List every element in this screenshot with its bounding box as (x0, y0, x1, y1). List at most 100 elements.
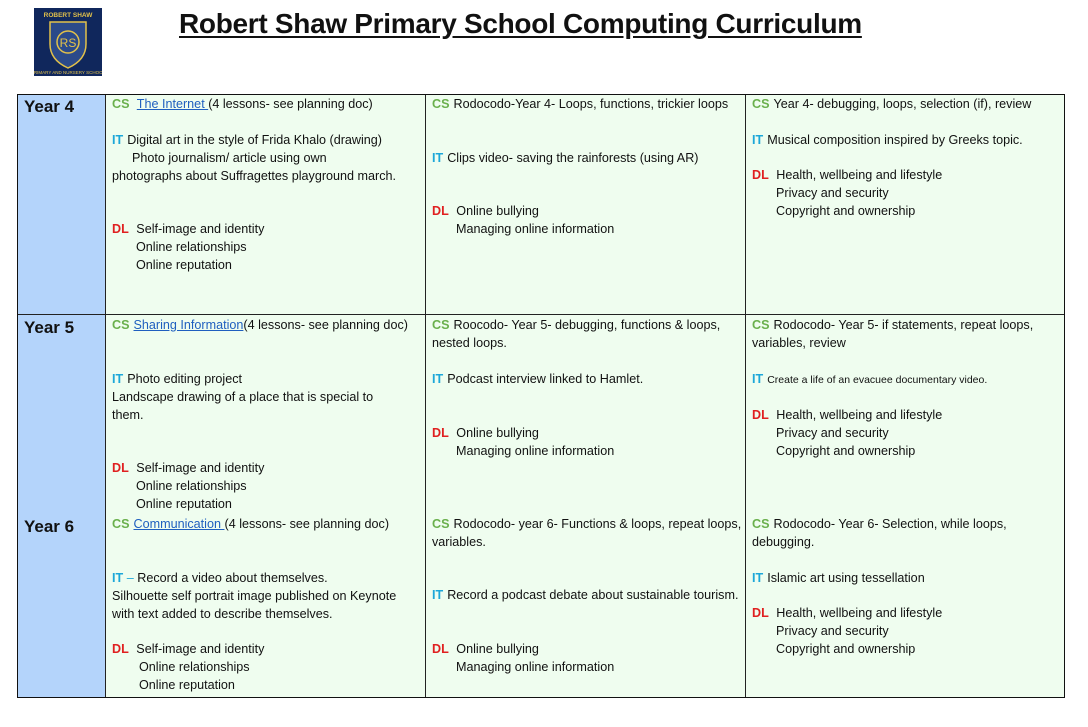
dl-tag: DL (752, 168, 769, 182)
dl-entry: DL Online bullying Managing online inform… (432, 640, 742, 676)
it-tag: IT (752, 571, 764, 585)
it-entry: IT Islamic art using tessellation (752, 569, 1062, 587)
dl-entry: DL Health, wellbeing and lifestyle Privac… (752, 166, 1062, 220)
cs-tag: CS (752, 517, 770, 531)
cs-text: (4 lessons- see planning doc) (208, 97, 373, 111)
dl-text: Online reputation (136, 497, 232, 511)
it-tag: IT (112, 372, 124, 386)
it-text: photographs about Suffragettes playgroun… (112, 169, 397, 183)
it-tag: IT (432, 588, 444, 602)
it-tag: IT (112, 571, 124, 585)
dl-text: Online relationships (139, 660, 250, 674)
cs-tag: CS (112, 318, 130, 332)
dl-text: Online bullying (456, 426, 539, 440)
divider (425, 94, 426, 698)
it-text: Islamic art using tessellation (767, 571, 925, 585)
it-entry: IT Photo editing project Landscape drawing… (112, 370, 422, 424)
divider (105, 94, 106, 698)
dl-tag: DL (112, 461, 129, 475)
dl-text: Copyright and ownership (776, 444, 916, 458)
year-label: Year 5 (24, 318, 75, 337)
dl-text: Managing online information (456, 222, 615, 236)
cs-entry: CS Roocodo- Year 5- debugging, functions … (432, 316, 742, 352)
divider (745, 94, 746, 698)
dl-entry: DL Online bullying Managing online inform… (432, 424, 742, 460)
dl-entry: DL Self-image and identity Online relatio… (112, 459, 422, 513)
divider (17, 314, 1065, 315)
year-label: Year 4 (24, 97, 75, 116)
cs-tag: CS (112, 517, 130, 531)
dl-text: Managing online information (456, 444, 615, 458)
dl-text: Privacy and security (776, 186, 889, 200)
cs-entry: CS Rodocodo- Year 6- Selection, while loo… (752, 515, 1062, 551)
cs-text: (4 lessons- see planning doc) (224, 517, 390, 531)
dl-text: Health, wellbeing and lifestyle (776, 408, 943, 422)
dl-text: Online relationships (136, 240, 247, 254)
dl-text: Privacy and security (776, 624, 889, 638)
it-entry: IT Podcast interview linked to Hamlet. (432, 370, 742, 388)
it-tag: IT (752, 372, 764, 386)
it-text: Photo journalism/ article using own (132, 151, 327, 165)
dl-text: Privacy and security (776, 426, 889, 440)
row-bg (106, 315, 1064, 697)
dl-text: Online relationships (136, 479, 247, 493)
dl-text: Online reputation (136, 258, 232, 272)
cs-tag: CS (432, 517, 450, 531)
cs-entry: CS Rodocodo-Year 4- Loops, functions, tri… (432, 95, 742, 113)
it-tag: IT (432, 372, 444, 386)
cs-text: Roocodo- Year 5- debugging, functions & … (432, 318, 721, 350)
year-label: Year 6 (24, 517, 75, 536)
svg-text:RS: RS (60, 36, 77, 50)
it-entry: IT – Record a video about themselves. Sil… (112, 569, 422, 623)
it-text: Musical composition inspired by Greeks t… (767, 133, 1023, 147)
it-entry: IT Clips video- saving the rainforests (u… (432, 149, 742, 167)
it-text: Record a podcast debate about sustainabl… (447, 588, 739, 602)
dl-entry: DL Health, wellbeing and lifestyle Privac… (752, 406, 1062, 460)
it-text: Landscape drawing of a place that is spe… (112, 390, 374, 422)
dl-tag: DL (432, 642, 449, 656)
dl-text: Online bullying (456, 642, 539, 656)
it-entry: IT Record a podcast debate about sustaina… (432, 586, 742, 604)
it-tag: IT (432, 151, 444, 165)
dl-entry: DL Online bullying Managing online inform… (432, 202, 742, 238)
page-title: Robert Shaw Primary School Computing Cur… (179, 8, 862, 39)
dl-text: Self-image and identity (136, 642, 265, 656)
it-entry: IT Digital art in the style of Frida Khal… (112, 131, 422, 185)
cs-text: Rodocodo- year 6- Functions & loops, rep… (432, 517, 742, 549)
dl-entry: DL Self-image and identity Online relatio… (112, 640, 422, 694)
svg-text:PRIMARY AND NURSERY SCHOOL: PRIMARY AND NURSERY SCHOOL (34, 70, 102, 75)
it-tag: IT (112, 133, 124, 147)
cs-text: Rodocodo-Year 4- Loops, functions, trick… (453, 97, 729, 111)
table-border (17, 94, 1065, 698)
dl-entry: DL Health, wellbeing and lifestyle Privac… (752, 604, 1062, 658)
school-logo: ROBERT SHAW RS PRIMARY AND NURSERY SCHOO… (31, 8, 106, 76)
it-text: Create a life of an evacuee documentary … (767, 374, 988, 386)
it-entry: IT Create a life of an evacuee documentar… (752, 370, 1062, 389)
dl-text: Health, wellbeing and lifestyle (776, 606, 943, 620)
svg-text:ROBERT SHAW: ROBERT SHAW (44, 12, 94, 19)
dl-tag: DL (432, 204, 449, 218)
cs-entry: CS Rodocodo- Year 5- if statements, repea… (752, 316, 1062, 352)
dl-tag: DL (752, 606, 769, 620)
dl-tag: DL (112, 642, 129, 656)
cs-tag: CS (432, 318, 450, 332)
it-dash: – (123, 571, 138, 585)
dl-text: Online reputation (139, 678, 235, 692)
lesson-link[interactable]: Communication (133, 517, 225, 531)
lesson-link[interactable]: The Internet (136, 97, 209, 111)
cs-entry: CS Year 4- debugging, loops, selection (i… (752, 95, 1062, 113)
it-entry: IT Musical composition inspired by Greeks… (752, 131, 1062, 149)
cs-tag: CS (432, 97, 450, 111)
it-text: Photo editing project (127, 372, 243, 386)
dl-tag: DL (752, 408, 769, 422)
year-column (17, 95, 105, 314)
cs-entry: CS Rodocodo- year 6- Functions & loops, r… (432, 515, 742, 551)
it-text: Podcast interview linked to Hamlet. (447, 372, 644, 386)
dl-tag: DL (432, 426, 449, 440)
dl-text: Self-image and identity (136, 222, 265, 236)
lesson-link[interactable]: Sharing Information (133, 318, 244, 332)
row-bg (106, 95, 1064, 314)
cs-tag: CS (112, 97, 130, 111)
dl-tag: DL (112, 222, 129, 236)
dl-text: Health, wellbeing and lifestyle (776, 168, 943, 182)
